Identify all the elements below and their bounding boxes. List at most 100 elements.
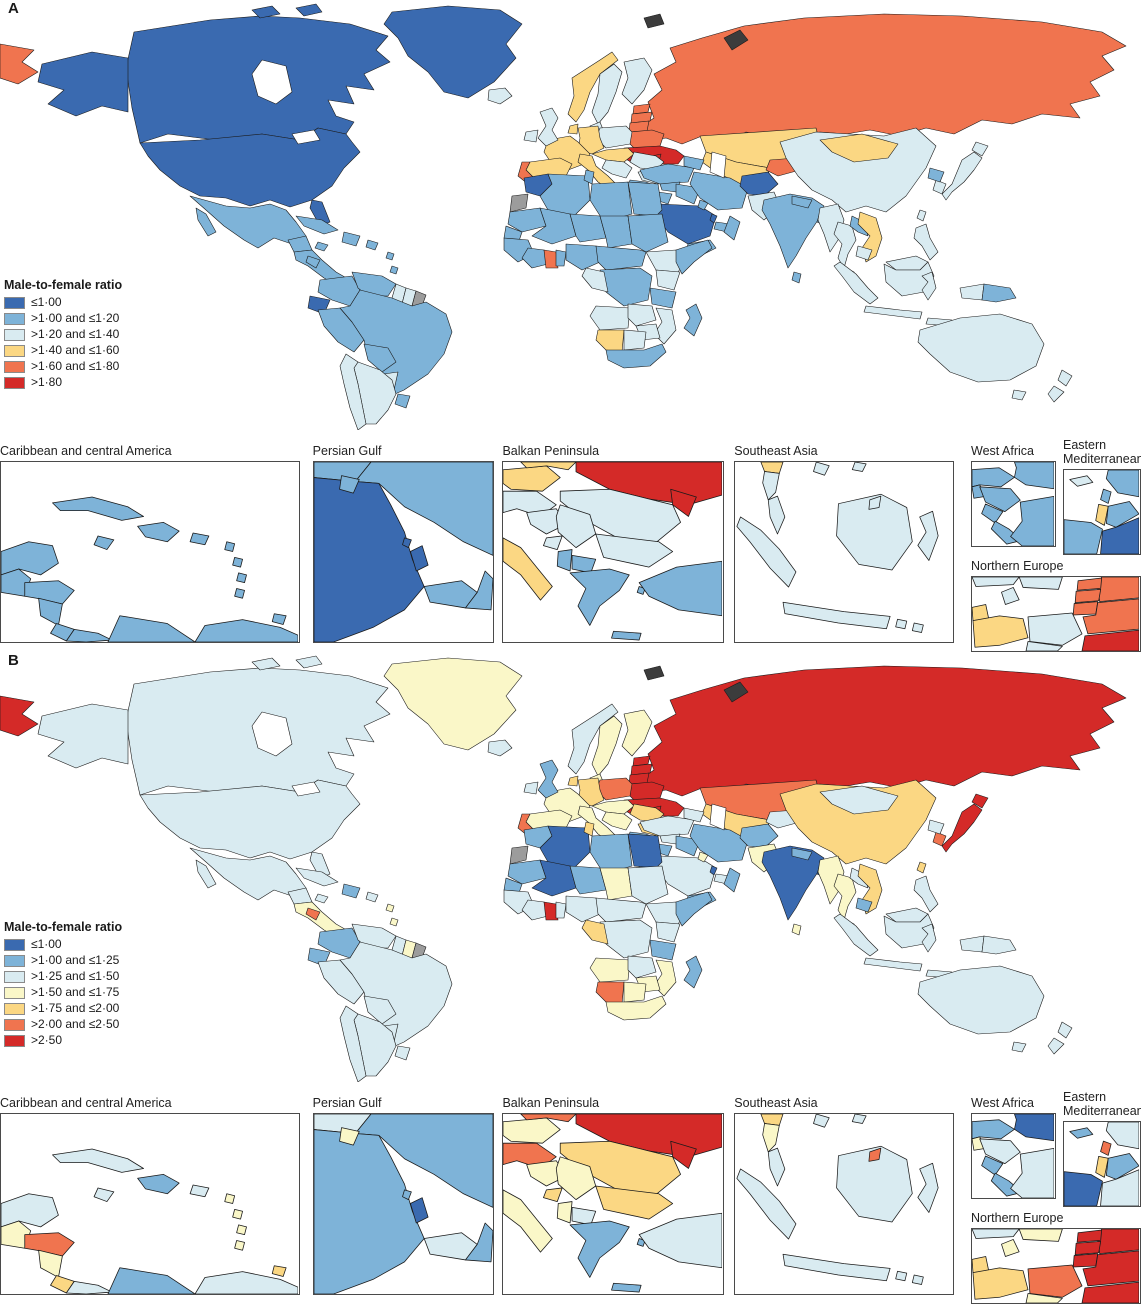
region-macedonia [572, 555, 597, 574]
region-jamaica [314, 893, 329, 904]
region-trinidad [271, 613, 287, 625]
inset-westafrica-map-b [972, 1114, 1054, 1198]
legend-swatch [4, 328, 25, 341]
region-honduras [305, 907, 321, 921]
region-denmark [1001, 587, 1020, 605]
region-puertorico [189, 532, 210, 546]
legend-class-label: >1·80 [31, 375, 63, 389]
region-crete [611, 630, 642, 641]
region-germany [577, 777, 605, 807]
legend-swatch [4, 1018, 25, 1031]
legend-swatch [4, 1002, 25, 1015]
region-serbia [556, 504, 597, 549]
panel-b-label: B [8, 652, 19, 669]
region-bali [895, 1270, 908, 1282]
region-indonesia [883, 261, 935, 297]
region-niger [569, 213, 607, 243]
region-jordan [1105, 501, 1139, 528]
inset-persiangulf-a: Persian Gulf [312, 432, 495, 643]
region-thailand [833, 873, 857, 921]
region-netherlands [567, 775, 579, 787]
inset-caribbean-map-b [1, 1148, 298, 1294]
region-ivorycoast [1010, 1147, 1054, 1198]
region-indonesia [833, 261, 879, 305]
legend-row: >2·00 and ≤2·50 [4, 1018, 194, 1031]
region-qatar [409, 545, 429, 572]
region-japan [941, 803, 983, 853]
inset-easternmed-b: Eastern Mediterranean [1063, 1084, 1141, 1207]
region-philbit1 [813, 1114, 830, 1128]
region-bulgaria [595, 533, 674, 568]
region-albania [557, 549, 573, 572]
region-canadaisles [251, 5, 281, 19]
region-uk [537, 107, 559, 147]
region-germany [972, 1267, 1029, 1300]
region-italy [503, 1189, 554, 1253]
region-togobenin [555, 249, 567, 267]
region-montenegro [543, 1187, 564, 1202]
region-angola [589, 957, 631, 983]
world-map-b-wrap: Male-to-female ratio ≤1·00 >1·00 and ≤1·2… [0, 652, 1141, 1082]
region-montenegro [543, 535, 564, 550]
region-senegal [972, 1119, 1015, 1140]
region-ivorycoast [521, 899, 549, 921]
panel-b: B Male-to-female ratio ≤1·00 >1·00 and ≤1… [0, 652, 1141, 1304]
region-estonia [1076, 577, 1103, 591]
legend-class-label: >1·60 and ≤1·80 [31, 359, 120, 373]
region-netherlands [567, 123, 579, 135]
region-india [761, 845, 825, 921]
region-srilanka [791, 271, 802, 284]
region-russiaedge [1097, 1229, 1139, 1255]
region-australia [1011, 1041, 1027, 1053]
region-nkorea [927, 819, 945, 835]
region-india [761, 193, 825, 269]
region-iceland [487, 739, 513, 757]
inset-persiangulf-map-b [313, 1114, 493, 1294]
region-indonesia [863, 305, 923, 320]
region-mexico [1, 1193, 59, 1228]
region-antilles [224, 541, 236, 552]
region-canadaisles [295, 3, 323, 17]
region-saudi [313, 477, 425, 642]
world-map-b [0, 655, 1127, 1082]
region-philbit2 [852, 462, 867, 472]
region-ivorycoast [1010, 495, 1054, 546]
region-kuwait [338, 1127, 360, 1146]
region-finland [621, 57, 653, 105]
region-ireland [523, 129, 539, 143]
inset-seasia-a: Southeast Asia [734, 432, 954, 643]
inset-northerneurope-a: Northern Europe [971, 555, 1141, 652]
region-lombok [912, 1274, 924, 1285]
region-hungary [503, 465, 562, 492]
region-puertorico [365, 239, 379, 251]
region-niger [569, 865, 607, 895]
region-chile [339, 353, 367, 430]
region-cambodia [855, 245, 873, 261]
region-qatar [709, 865, 718, 876]
legend-row: >1·25 and ≤1·50 [4, 970, 194, 983]
region-bahrain [401, 537, 412, 549]
region-chukotka [0, 43, 39, 85]
region-svalbard [643, 665, 665, 681]
region-bulgaria [595, 1185, 674, 1220]
legend-swatch [4, 970, 25, 983]
region-antilles [389, 265, 399, 275]
region-sudan [627, 213, 669, 253]
legend-a: Male-to-female ratio ≤1·00 >1·00 and ≤1·2… [4, 278, 194, 392]
region-belarus [1082, 598, 1139, 635]
region-poland [1027, 1264, 1083, 1298]
region-egypt [1064, 1171, 1103, 1206]
region-balkanswest [601, 811, 633, 831]
legend-class-label: >1·75 and ≤2·00 [31, 1001, 120, 1015]
region-ivorycoast [521, 247, 549, 269]
region-java [782, 601, 891, 630]
region-panama [65, 628, 113, 642]
region-bahrain [401, 1189, 412, 1201]
legend-row: >1·20 and ≤1·40 [4, 328, 194, 341]
legend-row: >1·00 and ≤1·20 [4, 312, 194, 325]
inset-northerneurope-title: Northern Europe [971, 1211, 1064, 1225]
region-jamaica [314, 241, 329, 252]
region-colombia [107, 615, 196, 642]
region-namibia [595, 329, 625, 353]
legend-swatch [4, 312, 25, 325]
